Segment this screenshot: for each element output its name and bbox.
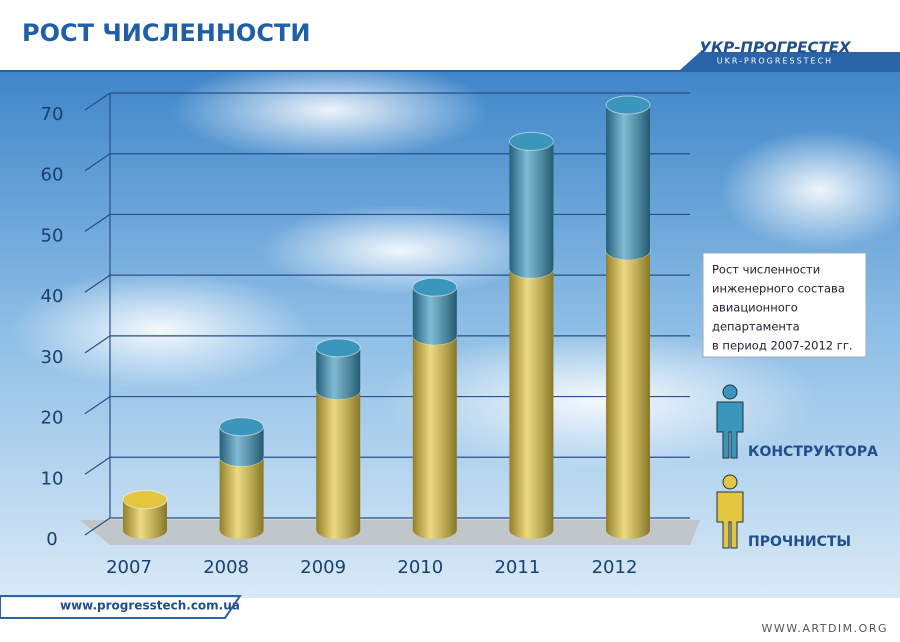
y-tick-label: 20 xyxy=(41,408,64,429)
y-tick-label: 70 xyxy=(41,104,64,125)
credit: WWW.ARTDIM.ORG xyxy=(762,622,888,635)
footer-frame xyxy=(0,595,242,619)
icon-head xyxy=(722,384,738,400)
bar-cap xyxy=(412,277,458,297)
y-tick-label: 50 xyxy=(41,225,64,246)
legend-icon xyxy=(716,474,744,549)
annotation-line: авиационного xyxy=(712,301,798,315)
grid-diagonal xyxy=(84,274,111,293)
grid-diagonal xyxy=(84,213,111,232)
bar-shade xyxy=(412,335,457,539)
clouds xyxy=(10,60,900,470)
bar-shade xyxy=(123,499,167,539)
bar-shade xyxy=(509,268,554,539)
bar-shade xyxy=(606,250,650,539)
website: www.progresstech.com.ua xyxy=(60,599,240,613)
plot: 0 10 20 30 40 50 60 70 2007 2008 2009 2010 2011 2012 Р… xyxy=(41,92,878,578)
x-tick-label: 2007 xyxy=(106,557,152,578)
bar-shade xyxy=(316,347,361,400)
annotation-line: в период 2007-2012 гг. xyxy=(712,339,853,353)
x-tick-label: 2009 xyxy=(300,557,346,578)
annotation-line: инженерного состава xyxy=(712,282,845,296)
legend-label: ПРОЧНИСТЫ xyxy=(748,534,851,550)
logo-subtitle: UKR-PROGRESSTECH xyxy=(717,57,833,66)
annotation-box xyxy=(702,252,867,358)
y-tick-label: 30 xyxy=(41,347,64,368)
grid-diagonal xyxy=(84,396,111,415)
bar-shade xyxy=(219,426,264,467)
icon-body xyxy=(716,401,744,459)
grid-diagonal xyxy=(84,517,111,536)
icon-body xyxy=(716,491,744,549)
y-tick-label: 60 xyxy=(41,165,64,186)
legend-label: КОНСТРУКТОРА xyxy=(748,444,878,460)
grid-diagonal xyxy=(84,335,111,354)
grid-diagonal xyxy=(84,456,111,475)
x-tick-label: 2008 xyxy=(203,557,249,578)
x-tick-label: 2010 xyxy=(397,557,443,578)
bar-shade xyxy=(316,390,361,539)
bar-cap xyxy=(605,95,651,115)
grid-diagonal xyxy=(84,153,111,172)
bar-shade xyxy=(509,141,554,278)
bar-cap xyxy=(122,490,168,510)
footer-bg xyxy=(0,598,900,642)
annotation-line: департамента xyxy=(712,320,800,334)
chart-title: РОСТ ЧИСЛЕННОСТИ xyxy=(22,19,310,47)
bar-cap xyxy=(508,131,554,151)
bar-cap xyxy=(315,338,361,358)
bar-shade xyxy=(412,287,457,345)
icon-head xyxy=(722,474,738,490)
x-tick-label: 2011 xyxy=(494,557,540,578)
y-tick-label: 0 xyxy=(46,529,57,550)
annotation-line: Рост численности xyxy=(712,263,820,277)
x-tick-label: 2012 xyxy=(592,557,638,578)
y-tick-label: 40 xyxy=(41,286,64,307)
bar-shade xyxy=(219,457,264,539)
bar-shade xyxy=(606,105,650,260)
legend-icon xyxy=(716,384,744,459)
logo: УКР-ПРОГРЕСТЕХ xyxy=(699,39,852,57)
grid-diagonal xyxy=(84,92,111,111)
y-tick-label: 10 xyxy=(41,468,64,489)
header-rule xyxy=(0,52,900,72)
bar-cap xyxy=(219,417,265,437)
